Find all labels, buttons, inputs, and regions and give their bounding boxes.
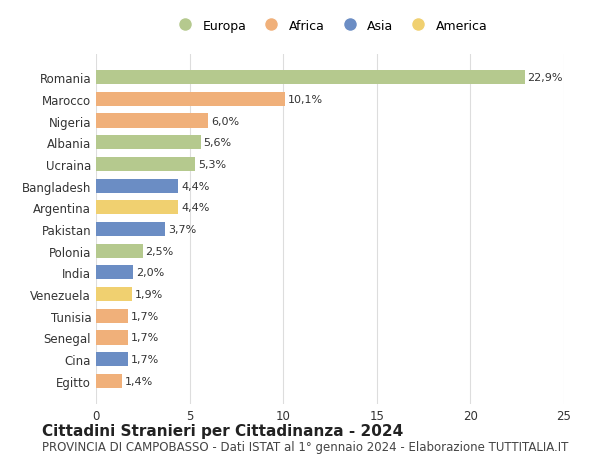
Bar — [96, 266, 133, 280]
Bar — [96, 244, 143, 258]
Legend: Europa, Africa, Asia, America: Europa, Africa, Asia, America — [169, 16, 491, 36]
Text: 4,4%: 4,4% — [181, 203, 209, 213]
Text: 1,7%: 1,7% — [131, 311, 159, 321]
Text: 2,5%: 2,5% — [146, 246, 174, 256]
Bar — [96, 330, 128, 345]
Bar — [96, 287, 131, 302]
Text: Cittadini Stranieri per Cittadinanza - 2024: Cittadini Stranieri per Cittadinanza - 2… — [42, 423, 403, 438]
Text: 1,7%: 1,7% — [131, 354, 159, 364]
Text: PROVINCIA DI CAMPOBASSO - Dati ISTAT al 1° gennaio 2024 - Elaborazione TUTTITALI: PROVINCIA DI CAMPOBASSO - Dati ISTAT al … — [42, 441, 568, 453]
Text: 5,3%: 5,3% — [198, 160, 226, 169]
Bar — [96, 179, 178, 193]
Bar — [96, 223, 165, 236]
Text: 6,0%: 6,0% — [211, 116, 239, 126]
Bar — [96, 201, 178, 215]
Text: 1,9%: 1,9% — [134, 290, 163, 299]
Bar — [96, 114, 208, 129]
Text: 4,4%: 4,4% — [181, 181, 209, 191]
Bar — [96, 157, 195, 172]
Text: 10,1%: 10,1% — [288, 95, 323, 105]
Text: 2,0%: 2,0% — [136, 268, 164, 278]
Bar — [96, 353, 128, 366]
Bar — [96, 71, 524, 85]
Text: 1,4%: 1,4% — [125, 376, 153, 386]
Text: 22,9%: 22,9% — [527, 73, 563, 83]
Text: 5,6%: 5,6% — [203, 138, 232, 148]
Text: 3,7%: 3,7% — [168, 224, 196, 235]
Bar — [96, 93, 285, 106]
Text: 1,7%: 1,7% — [131, 333, 159, 343]
Bar — [96, 374, 122, 388]
Bar — [96, 309, 128, 323]
Bar — [96, 136, 201, 150]
